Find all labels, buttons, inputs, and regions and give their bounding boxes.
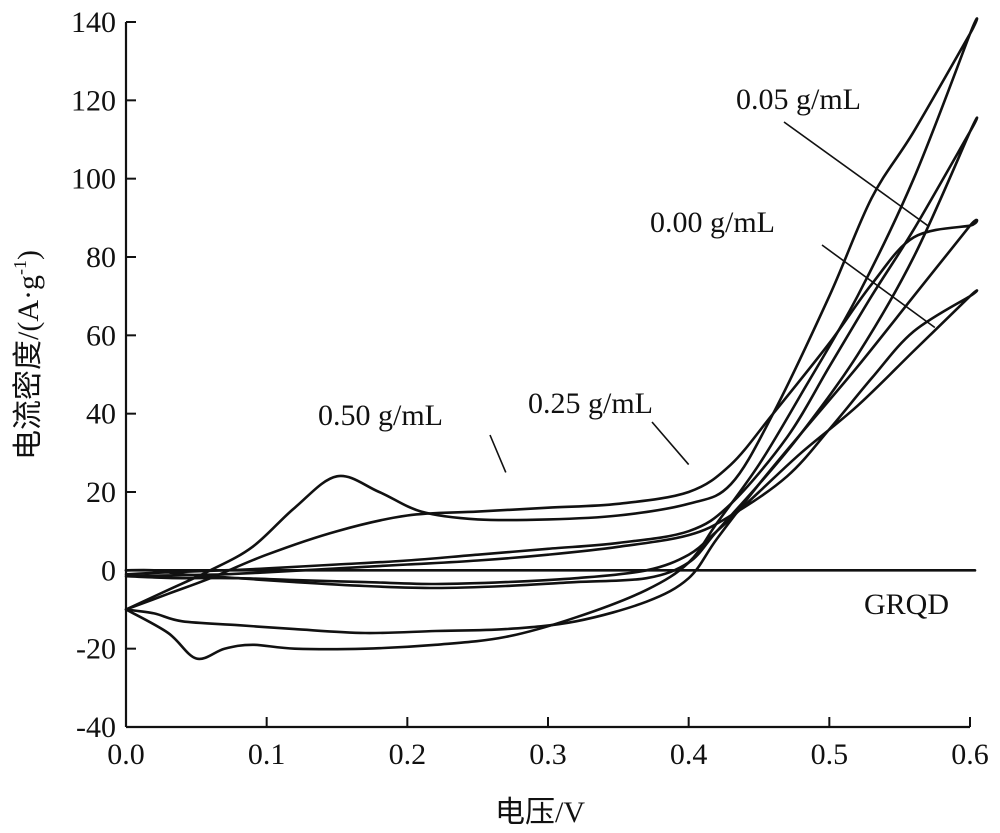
y-tick-label: 0 xyxy=(101,554,116,587)
x-axis-title: 电压/V xyxy=(495,796,585,829)
series-0-05-g-ml xyxy=(124,116,979,590)
y-tick-label: 40 xyxy=(86,398,116,431)
y-axis-title-main: 电流密度/(A·g xyxy=(12,275,45,460)
series-0-50-g-ml xyxy=(124,17,979,661)
y-tick-label: 120 xyxy=(71,84,116,117)
y-tick-label: 80 xyxy=(86,241,116,274)
leader-0-50-g-ml xyxy=(489,434,507,473)
y-axis-title-superscript: -1 xyxy=(10,260,30,275)
x-tick-label: 0.0 xyxy=(107,738,145,771)
x-tick-label: 0.5 xyxy=(811,738,849,771)
y-tick-label: 140 xyxy=(71,6,116,39)
label-grqd: GRQD xyxy=(864,588,949,621)
series-0-00-g-ml xyxy=(124,289,979,586)
y-tick-label: 60 xyxy=(86,319,116,352)
y-tick-label: -20 xyxy=(76,633,116,666)
label-0-00-g-ml: 0.00 g/mL xyxy=(650,206,775,239)
label-0-05-g-ml: 0.05 g/mL xyxy=(736,83,861,116)
y-tick-label: -40 xyxy=(76,711,116,744)
label-0-50-g-ml: 0.50 g/mL xyxy=(318,399,443,432)
y-tick-label: 20 xyxy=(86,476,116,509)
leader-0-00-g-ml xyxy=(821,244,936,329)
leader-0-25-g-ml xyxy=(651,421,690,466)
label-0-25-g-ml: 0.25 g/mL xyxy=(528,387,653,420)
leader-0-05-g-ml xyxy=(783,121,929,227)
x-tick-label: 0.3 xyxy=(529,738,567,771)
y-axis-title-close: ) xyxy=(12,250,45,260)
axes: -40 -20 0 20 40 60 80 100 120 140 0.0 0.1 0.2 0.3 0.4 0… xyxy=(71,6,989,771)
x-tick-label: 0.2 xyxy=(389,738,427,771)
y-axis-title: 电流密度/(A·g-1) xyxy=(10,250,45,460)
x-tick-label: 0.6 xyxy=(951,738,989,771)
curves xyxy=(124,17,979,661)
y-tick-label: 100 xyxy=(71,163,116,196)
series-0-25-g-ml xyxy=(124,218,979,635)
curve-labels: 0.05 g/mL 0.00 g/mL 0.25 g/mL 0.50 g/mL GRQD xyxy=(318,83,949,621)
x-tick-label: 0.4 xyxy=(670,738,708,771)
x-tick-label: 0.1 xyxy=(248,738,286,771)
